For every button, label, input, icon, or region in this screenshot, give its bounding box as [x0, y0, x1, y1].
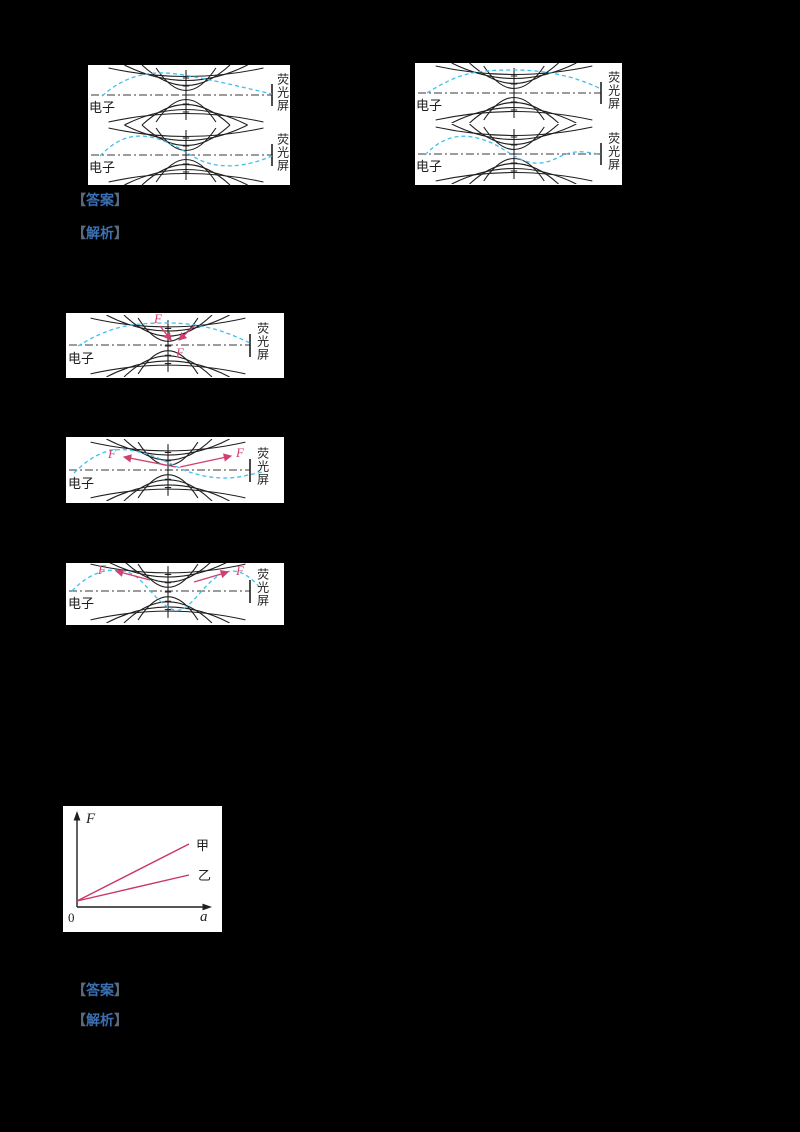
screen-label: 荧光屏	[275, 133, 290, 172]
trajectory-path	[101, 72, 273, 97]
lens-diagram-svg	[418, 124, 602, 184]
answer-badge-2: 【答案】	[72, 982, 128, 998]
screen-label: 荧光屏	[255, 447, 270, 486]
force-label-top: F	[154, 311, 162, 326]
screen-label: 荧光屏	[606, 132, 621, 171]
screen-label: 荧光屏	[255, 568, 270, 607]
field-lines	[89, 315, 247, 377]
force-label-left: F	[108, 446, 116, 461]
line-jia-label: 甲	[196, 838, 210, 853]
lens-diagram-svg	[91, 125, 273, 185]
lens-diagram-svg	[91, 65, 273, 125]
analysis-badge: 【解析】	[72, 225, 128, 241]
line-yi	[76, 874, 190, 902]
figure-panel-force-outward-shallow: F F 电子 荧光屏	[66, 437, 284, 503]
lens-diagram-c: F F 电子 荧光屏	[66, 311, 284, 378]
trajectory-path	[426, 69, 602, 94]
lens-diagram-svg	[418, 63, 602, 123]
badge-bracket-open: 【	[72, 225, 86, 241]
line-yi-label: 乙	[198, 868, 212, 883]
figure-panel-force-outward-steep: F F 电子 荧光屏	[66, 562, 284, 625]
figure-panel-top-left: 电子 荧光屏 电子 荧光屏	[88, 65, 290, 185]
lens-diagram-svg	[69, 439, 264, 501]
y-axis-arrow	[73, 811, 81, 821]
lens-diagram-b2: 电子 荧光屏	[415, 124, 622, 185]
line-jia	[76, 843, 190, 902]
lens-diagram-svg	[69, 315, 251, 377]
figure-panel-force-converging: F F 电子 荧光屏	[66, 311, 284, 378]
badge-bracket-open: 【	[72, 1012, 86, 1028]
electron-label: 电子	[89, 160, 116, 175]
graph-svg	[73, 811, 212, 911]
x-axis-label: a	[200, 909, 208, 925]
badge-label: 解析	[86, 225, 114, 241]
force-label-right: F	[236, 445, 244, 460]
trajectory-path	[77, 322, 251, 347]
badge-bracket-open: 【	[72, 982, 86, 998]
electron-label: 电子	[416, 159, 443, 174]
badge-label: 答案	[86, 982, 114, 998]
x-axis-arrow	[202, 903, 212, 911]
badge-bracket-close: 】	[114, 192, 128, 208]
badge-bracket-close: 】	[114, 1012, 128, 1028]
badge-label: 解析	[86, 1012, 114, 1028]
force-label-bottom: F	[176, 345, 184, 360]
force-label-left: F	[98, 562, 106, 577]
electron-label: 电子	[416, 98, 443, 113]
analysis-badge-2: 【解析】	[72, 1012, 128, 1028]
force-arrow-right	[178, 325, 195, 341]
force-arrow-right	[193, 570, 230, 583]
electron-label: 电子	[68, 476, 95, 491]
electron-label: 电子	[89, 100, 116, 115]
field-lines	[89, 563, 247, 623]
screen-label: 荧光屏	[275, 73, 290, 112]
electron-label: 电子	[68, 596, 95, 611]
badge-bracket-open: 【	[72, 192, 86, 208]
origin-label: 0	[68, 910, 75, 925]
trajectory-path	[71, 569, 262, 611]
force-acceleration-graph: F a 0 甲 乙	[63, 806, 222, 932]
screen-label: 荧光屏	[255, 322, 270, 361]
force-label-right: F	[236, 563, 244, 578]
force-arrow-left	[114, 568, 151, 581]
figure-panel-top-right: 电子 荧光屏 电子 荧光屏	[415, 63, 622, 185]
screen-label: 荧光屏	[606, 71, 621, 110]
lens-diagram-e: F F 电子 荧光屏	[66, 562, 284, 625]
lens-diagram-d: F F 电子 荧光屏	[66, 437, 284, 503]
y-axis-label: F	[86, 811, 96, 827]
force-arrow-right	[179, 453, 233, 468]
force-arrow-left	[159, 325, 172, 341]
badge-bracket-close: 】	[114, 982, 128, 998]
trajectory-path	[73, 448, 264, 479]
trajectory-path	[424, 135, 602, 164]
answer-badge: 【答案】	[72, 192, 128, 208]
electron-label: 电子	[68, 351, 95, 366]
badge-bracket-close: 】	[114, 225, 128, 241]
lens-diagram-svg	[69, 563, 262, 623]
trajectory-path	[99, 135, 273, 167]
badge-label: 答案	[86, 192, 114, 208]
lens-diagram-a2: 电子 荧光屏	[88, 125, 290, 185]
lens-diagram-a1: 电子 荧光屏	[88, 65, 290, 125]
force-arrow-left	[122, 454, 177, 468]
lens-diagram-b1: 电子 荧光屏	[415, 63, 622, 124]
